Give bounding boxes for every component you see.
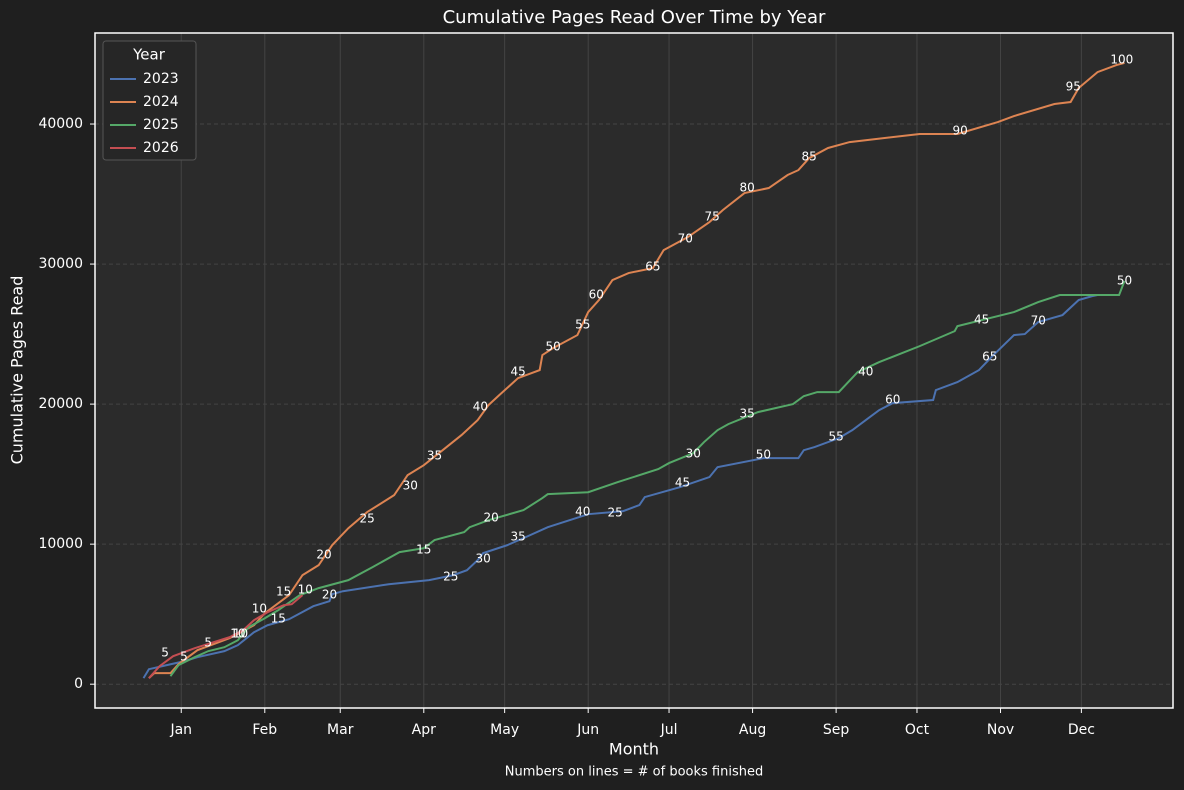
x-axis-label: Month (609, 740, 659, 759)
milestone-label: 55 (828, 430, 843, 444)
milestone-label: 20 (316, 548, 331, 562)
grid (95, 33, 1173, 708)
x-tick-label: Sep (823, 722, 850, 738)
legend-label: 2025 (143, 117, 179, 133)
milestone-label: 60 (885, 393, 900, 407)
x-tick-label: Aug (739, 722, 766, 738)
milestone-label: 60 (589, 288, 604, 302)
milestone-label: 30 (403, 479, 418, 493)
milestone-label: 50 (1117, 274, 1132, 288)
plot-area (95, 33, 1173, 708)
milestone-label: 40 (473, 400, 488, 414)
milestone-label: 25 (443, 570, 458, 584)
milestone-label: 35 (510, 530, 525, 544)
y-tick-label: 10000 (38, 536, 83, 552)
legend-label: 2024 (143, 94, 179, 110)
x-tick-label: Jan (169, 722, 192, 738)
milestone-label: 5 (180, 650, 188, 664)
milestone-label: 15 (416, 543, 431, 557)
milestone-label: 45 (510, 365, 525, 379)
milestone-label: 45 (675, 476, 690, 490)
x-tick-label: Dec (1068, 722, 1095, 738)
milestone-labels: 5 10 15 20 25 30 35 40 45 50 55 60 65 70 5 10 15 20 25 30 35… (161, 53, 1133, 664)
milestone-label: 10 (252, 602, 267, 616)
milestone-label: 35 (740, 407, 755, 421)
milestone-label: 50 (546, 340, 561, 354)
series-line (169, 280, 1126, 677)
milestone-label: 30 (475, 552, 490, 566)
x-tick-label: Apr (412, 722, 436, 738)
chart-title: Cumulative Pages Read Over Time by Year (443, 7, 826, 28)
milestone-label: 65 (982, 350, 997, 364)
plot-frame (94, 32, 1174, 709)
milestone-label: 15 (271, 612, 286, 626)
x-tick-label: Jul (660, 722, 678, 738)
legend-label: 2023 (143, 71, 179, 87)
milestone-label: 55 (575, 318, 590, 332)
legend-box (102, 40, 197, 161)
milestone-label: 85 (802, 150, 817, 164)
milestone-label: 100 (1110, 53, 1133, 67)
lines (142, 62, 1126, 679)
milestone-label: 20 (322, 588, 337, 602)
x-tick-label: Jun (576, 722, 599, 738)
milestone-label: 10 (298, 583, 313, 597)
y-tick-label: 30000 (38, 256, 83, 272)
y-tick-label: 40000 (38, 116, 83, 132)
milestone-label: 70 (678, 232, 693, 246)
x-tick-label: Mar (327, 722, 354, 738)
milestone-label: 65 (645, 260, 660, 274)
series-line (148, 62, 1125, 679)
series-line (148, 594, 304, 679)
milestone-label: 20 (484, 511, 499, 525)
series-line (142, 294, 1098, 679)
milestone-label: 80 (740, 181, 755, 195)
caption: Numbers on lines = # of books finished (505, 765, 763, 780)
y-tick-label: 20000 (38, 396, 83, 412)
legend-title: Year (132, 46, 166, 64)
milestone-label: 5 (204, 636, 212, 650)
milestone-label: 35 (427, 449, 442, 463)
milestone-label: 90 (952, 124, 967, 138)
milestone-label: 30 (686, 447, 701, 461)
milestone-label: 15 (276, 585, 291, 599)
milestone-label: 25 (360, 512, 375, 526)
milestone-label: 45 (974, 313, 989, 327)
milestone-label: 10 (230, 627, 245, 641)
milestone-label: 10 (233, 627, 248, 641)
x-tick-label: May (490, 722, 519, 738)
x-tick-label: Nov (987, 722, 1014, 738)
milestone-label: 5 (161, 646, 169, 660)
milestone-label: 25 (607, 506, 622, 520)
milestone-label: 75 (705, 210, 720, 224)
milestone-label: 95 (1066, 80, 1081, 94)
milestone-label: 40 (575, 505, 590, 519)
y-axis-label: Cumulative Pages Read (8, 276, 27, 465)
milestone-label: 50 (756, 448, 771, 462)
x-tick-label: Feb (252, 722, 277, 738)
y-tick-label: 0 (74, 676, 83, 692)
legend: Year 2023 2024 2025 2026 (102, 40, 197, 161)
milestone-label: 40 (858, 365, 873, 379)
milestone-label: 70 (1031, 314, 1046, 328)
legend-label: 2026 (143, 140, 179, 156)
x-tick-label: Oct (905, 722, 930, 738)
